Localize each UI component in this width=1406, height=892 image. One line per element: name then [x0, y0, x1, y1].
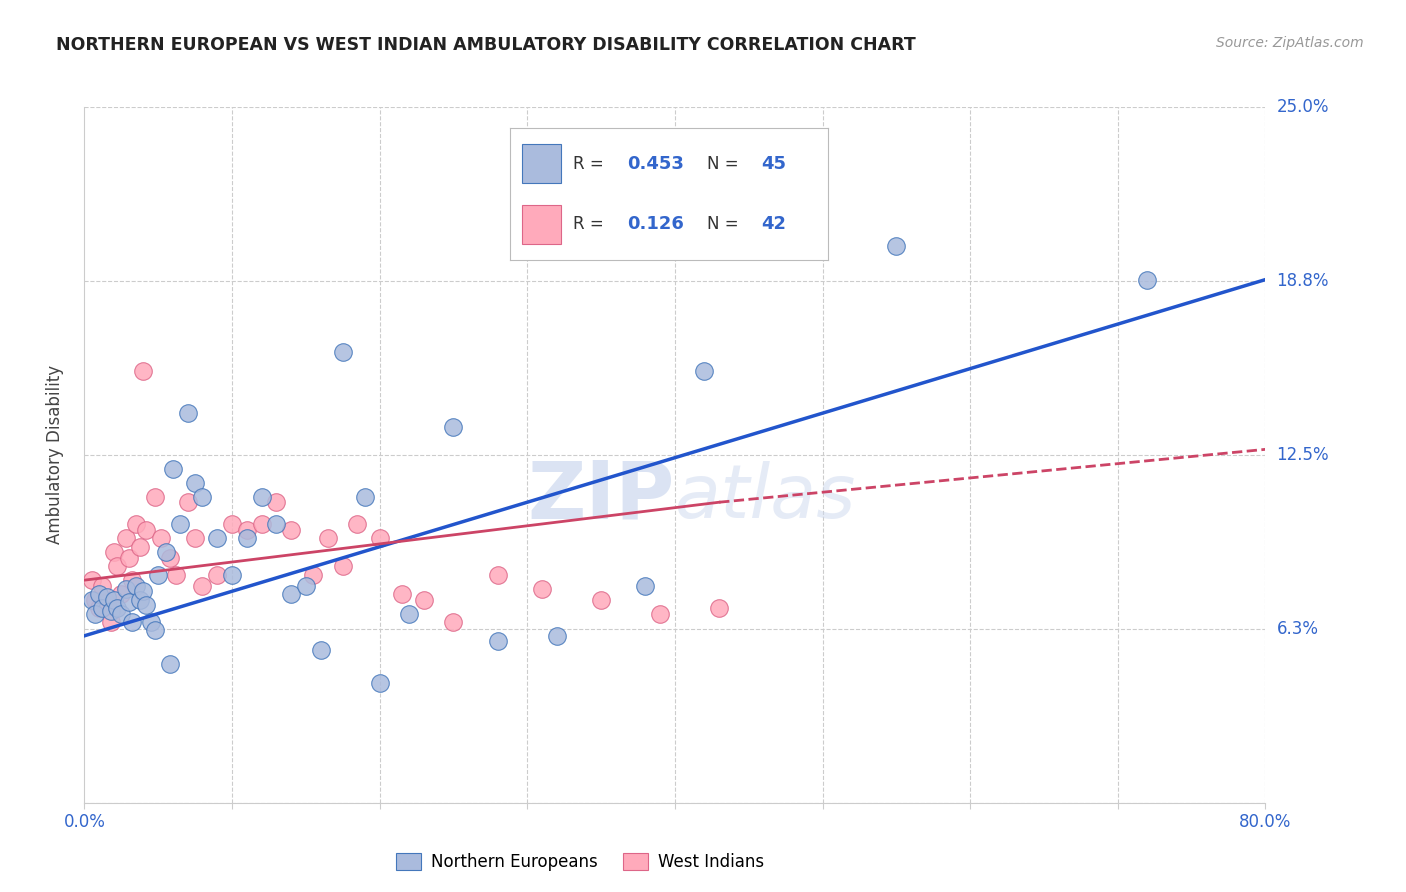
Point — [103, 545, 125, 559]
Point — [250, 517, 273, 532]
Point — [709, 601, 731, 615]
Point — [250, 490, 273, 504]
Point — [121, 615, 143, 629]
Point — [184, 532, 207, 546]
Point — [264, 517, 288, 532]
Point — [96, 590, 118, 604]
Point — [162, 462, 184, 476]
Point — [135, 598, 157, 612]
Point — [280, 523, 302, 537]
Point — [132, 584, 155, 599]
Point — [91, 579, 114, 593]
Text: ZIP: ZIP — [527, 458, 675, 536]
Point — [264, 495, 288, 509]
Point — [125, 517, 148, 532]
Point — [886, 239, 908, 253]
Point — [129, 540, 152, 554]
Point — [177, 406, 200, 420]
Point — [80, 573, 103, 587]
Legend: Northern Europeans, West Indians: Northern Europeans, West Indians — [389, 847, 770, 878]
Point — [693, 364, 716, 378]
Point — [114, 532, 136, 546]
Point — [634, 579, 657, 593]
Point — [441, 615, 464, 629]
Point — [165, 567, 187, 582]
Point — [546, 629, 568, 643]
Point — [143, 624, 166, 638]
Point — [309, 642, 332, 657]
Point — [332, 559, 354, 574]
Y-axis label: Ambulatory Disability: Ambulatory Disability — [45, 366, 63, 544]
Point — [368, 676, 391, 690]
Point — [83, 607, 105, 621]
Point — [87, 587, 111, 601]
Point — [159, 657, 181, 671]
Point — [118, 550, 141, 565]
Text: 18.8%: 18.8% — [1277, 272, 1329, 290]
Point — [191, 579, 214, 593]
Point — [121, 573, 143, 587]
Point — [80, 592, 103, 607]
Text: Source: ZipAtlas.com: Source: ZipAtlas.com — [1216, 36, 1364, 50]
Point — [191, 490, 214, 504]
Point — [591, 592, 613, 607]
Point — [316, 532, 339, 546]
Point — [150, 532, 173, 546]
Point — [354, 490, 377, 504]
Point — [159, 550, 181, 565]
Point — [91, 601, 114, 615]
Point — [169, 517, 191, 532]
Point — [235, 532, 259, 546]
Point — [413, 592, 436, 607]
Text: 6.3%: 6.3% — [1277, 620, 1319, 638]
Text: 25.0%: 25.0% — [1277, 98, 1329, 116]
Point — [114, 582, 136, 596]
Point — [184, 475, 207, 490]
Point — [125, 579, 148, 593]
Point — [110, 607, 132, 621]
Point — [139, 615, 162, 629]
Point — [295, 579, 318, 593]
Point — [177, 495, 200, 509]
Point — [280, 587, 302, 601]
Point — [83, 592, 105, 607]
Point — [398, 607, 420, 621]
Point — [221, 567, 243, 582]
Point — [100, 604, 122, 618]
Point — [87, 601, 111, 615]
Point — [391, 587, 413, 601]
Point — [346, 517, 368, 532]
Text: NORTHERN EUROPEAN VS WEST INDIAN AMBULATORY DISABILITY CORRELATION CHART: NORTHERN EUROPEAN VS WEST INDIAN AMBULAT… — [56, 36, 915, 54]
Point — [96, 595, 118, 609]
Point — [129, 592, 152, 607]
Point — [235, 523, 259, 537]
Text: 12.5%: 12.5% — [1277, 446, 1329, 464]
Point — [132, 364, 155, 378]
Point — [148, 567, 170, 582]
Point — [105, 601, 128, 615]
Point — [205, 567, 228, 582]
Point — [110, 587, 132, 601]
Point — [302, 567, 325, 582]
Point — [1136, 272, 1159, 286]
Point — [368, 532, 391, 546]
Point — [205, 532, 228, 546]
Point — [486, 567, 509, 582]
Point — [105, 559, 128, 574]
Point — [100, 615, 122, 629]
Point — [155, 545, 177, 559]
Point — [648, 607, 672, 621]
Point — [441, 420, 464, 434]
Text: atlas: atlas — [675, 460, 856, 533]
Point — [118, 595, 141, 609]
Point — [530, 582, 553, 596]
Point — [221, 517, 243, 532]
Point — [332, 345, 354, 359]
Point — [486, 634, 509, 648]
Point — [143, 490, 166, 504]
Point — [135, 523, 157, 537]
Point — [103, 592, 125, 607]
